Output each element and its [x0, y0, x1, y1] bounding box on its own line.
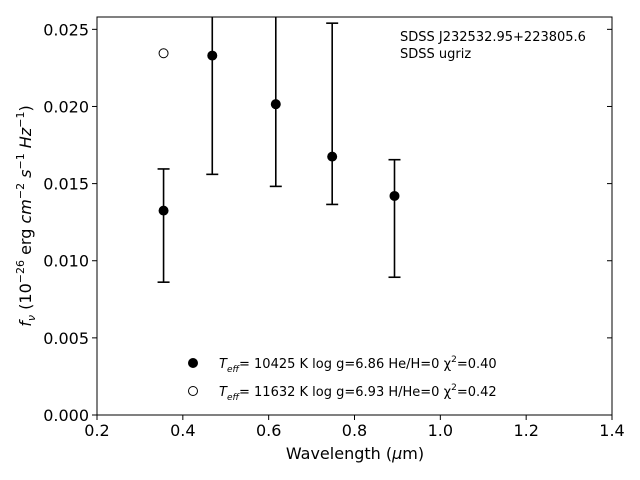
legend-entry-1: Teff= 10425 K log g=6.86 He/H=0 χ2=0.40 [219, 355, 497, 375]
y-tick-label-5: 0.025 [43, 20, 89, 39]
observed-point-4 [389, 190, 400, 201]
annotation-object-name: SDSS J232532.95+223805.6 [400, 30, 586, 45]
x-tick-label-0: 0.2 [84, 421, 109, 440]
observed-point-2 [270, 99, 281, 110]
legend-marker-open [188, 386, 198, 396]
legend-marker-filled [188, 358, 198, 368]
legend: Teff= 10425 K log g=6.86 He/H=0 χ2=0.40 … [188, 355, 497, 403]
y-axis-label: fν (10−26 erg cm−2 s−1 Hz−1) [14, 105, 38, 326]
observed-point-0 [158, 205, 169, 216]
x-tick-label-5: 1.2 [513, 421, 538, 440]
y-tick-label-3: 0.015 [43, 175, 89, 194]
x-tick-label-2: 0.6 [256, 421, 281, 440]
y-tick-label-4: 0.020 [43, 97, 89, 116]
plot-frame [96, 16, 613, 416]
y-tick-label-2: 0.010 [43, 252, 89, 271]
x-tick-label-3: 0.8 [342, 421, 367, 440]
svg-text:fν (10−26 erg cm−2 s−1 Hz−1): fν (10−26 erg cm−2 s−1 Hz−1) [14, 105, 38, 326]
model-point-0 [158, 48, 169, 59]
observed-point-1 [207, 50, 218, 61]
observed-point-3 [327, 151, 338, 162]
x-axis-label: Wavelength (μm) [286, 444, 424, 463]
y-tick-label-0: 0.000 [43, 406, 89, 425]
x-tick-label-6: 1.4 [599, 421, 624, 440]
x-tick-label-4: 1.0 [428, 421, 453, 440]
x-tick-label-1: 0.4 [170, 421, 195, 440]
y-tick-label-1: 0.005 [43, 329, 89, 348]
legend-entry-2: Teff= 11632 K log g=6.93 H/He=0 χ2=0.42 [219, 383, 497, 403]
annotation-survey: SDSS ugriz [400, 47, 471, 62]
